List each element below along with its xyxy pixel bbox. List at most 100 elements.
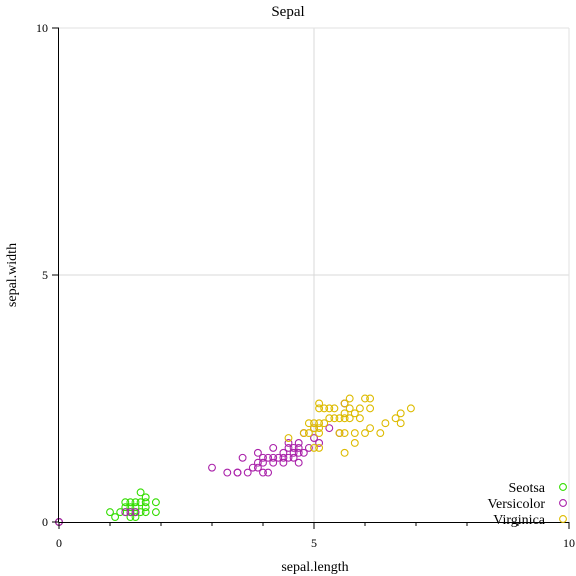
data-point-versicolor bbox=[264, 468, 273, 477]
legend-marker-seotsa bbox=[559, 483, 567, 491]
y-axis-ticks: 0 5 10 bbox=[36, 21, 59, 529]
data-point-seotsa bbox=[126, 513, 135, 522]
data-point-virginica bbox=[350, 429, 359, 438]
grid-lines bbox=[59, 28, 569, 522]
data-point-virginica bbox=[355, 414, 364, 423]
data-point-virginica bbox=[315, 419, 324, 428]
data-point-seotsa bbox=[126, 498, 135, 507]
data-point-virginica bbox=[340, 414, 349, 423]
data-point-virginica bbox=[355, 404, 364, 413]
series-versicolor bbox=[55, 399, 349, 526]
legend-label-seotsa: Seotsa bbox=[508, 481, 545, 496]
data-point-virginica bbox=[345, 394, 354, 403]
x-tick-label: 10 bbox=[563, 536, 575, 550]
data-point-seotsa bbox=[121, 503, 130, 512]
data-point-virginica bbox=[361, 394, 369, 403]
data-point-versicolor bbox=[248, 463, 257, 472]
data-point-seotsa bbox=[131, 498, 140, 507]
data-point-versicolor bbox=[284, 443, 293, 452]
data-point-versicolor bbox=[294, 439, 303, 447]
data-point-versicolor bbox=[294, 448, 303, 457]
data-point-virginica bbox=[366, 424, 375, 433]
data-point-virginica bbox=[396, 409, 405, 418]
data-point-virginica bbox=[320, 419, 329, 428]
y-tick-label: 5 bbox=[42, 268, 48, 282]
x-axis-ticks: 0 5 10 bbox=[56, 522, 575, 550]
data-point-versicolor bbox=[253, 448, 262, 457]
data-point-versicolor bbox=[289, 453, 298, 462]
data-point-virginica bbox=[330, 404, 339, 413]
data-point-virginica bbox=[350, 409, 359, 418]
data-point-versicolor bbox=[294, 443, 303, 452]
data-point-versicolor bbox=[325, 424, 334, 433]
data-point-virginica bbox=[335, 429, 344, 438]
data-point-virginica bbox=[315, 443, 324, 452]
data-point-versicolor bbox=[279, 458, 288, 467]
data-point-seotsa bbox=[126, 503, 135, 512]
data-point-virginica bbox=[304, 429, 313, 438]
data-point-virginica bbox=[345, 414, 354, 423]
data-point-versicolor bbox=[269, 458, 278, 467]
data-point-seotsa bbox=[136, 498, 145, 507]
legend-marker-virginica bbox=[559, 515, 567, 523]
plot-area-frame bbox=[59, 27, 570, 522]
data-point-seotsa bbox=[136, 508, 145, 517]
data-point-versicolor bbox=[289, 448, 298, 457]
data-point-seotsa bbox=[141, 508, 150, 517]
data-point-virginica bbox=[345, 404, 354, 413]
data-point-seotsa bbox=[131, 503, 140, 512]
data-point-versicolor bbox=[238, 453, 247, 462]
data-point-versicolor bbox=[126, 508, 135, 517]
data-point-virginica bbox=[340, 399, 349, 408]
data-point-versicolor bbox=[279, 448, 288, 457]
series-virginica bbox=[284, 394, 415, 457]
data-point-virginica bbox=[366, 404, 375, 413]
data-point-versicolor bbox=[279, 453, 288, 462]
data-point-virginica bbox=[315, 424, 324, 433]
data-point-versicolor bbox=[264, 453, 273, 462]
data-point-seotsa bbox=[151, 498, 160, 507]
data-point-virginica bbox=[340, 448, 349, 457]
data-point-versicolor bbox=[243, 468, 252, 477]
data-point-versicolor bbox=[315, 439, 324, 447]
data-point-virginica bbox=[335, 414, 344, 423]
data-point-virginica bbox=[315, 399, 324, 408]
data-point-virginica bbox=[340, 409, 349, 418]
data-point-seotsa bbox=[141, 503, 150, 512]
data-point-seotsa bbox=[106, 508, 114, 517]
data-point-virginica bbox=[325, 414, 334, 423]
data-point-virginica bbox=[366, 394, 375, 403]
data-point-virginica bbox=[406, 404, 415, 413]
data-point-versicolor bbox=[284, 453, 293, 462]
data-point-seotsa bbox=[141, 493, 150, 502]
data-point-virginica bbox=[391, 414, 400, 423]
data-point-versicolor bbox=[233, 468, 242, 477]
data-point-versicolor bbox=[284, 439, 293, 447]
data-point-versicolor bbox=[304, 443, 313, 452]
data-point-virginica bbox=[340, 429, 349, 438]
data-point-seotsa bbox=[111, 513, 120, 522]
data-point-seotsa bbox=[151, 508, 160, 517]
data-point-versicolor bbox=[274, 453, 283, 462]
data-point-seotsa bbox=[141, 498, 150, 507]
data-point-virginica bbox=[350, 439, 359, 447]
x-tick-label: 5 bbox=[311, 536, 317, 550]
data-point-virginica bbox=[396, 419, 405, 428]
data-points bbox=[55, 394, 415, 526]
data-point-versicolor bbox=[269, 453, 278, 462]
data-point-versicolor bbox=[131, 508, 140, 517]
data-point-virginica bbox=[381, 419, 390, 428]
data-point-versicolor bbox=[253, 458, 262, 467]
data-point-virginica bbox=[310, 443, 318, 452]
legend-label-virginica: Virginica bbox=[493, 513, 546, 528]
data-point-seotsa bbox=[131, 513, 140, 522]
data-point-virginica bbox=[320, 404, 329, 413]
x-axis-label: sepal.length bbox=[281, 560, 348, 575]
data-point-seotsa bbox=[121, 498, 130, 507]
data-point-virginica bbox=[304, 419, 313, 428]
data-point-versicolor bbox=[223, 468, 232, 477]
data-point-virginica bbox=[325, 404, 334, 413]
data-point-virginica bbox=[299, 429, 308, 438]
data-point-virginica bbox=[376, 429, 385, 438]
